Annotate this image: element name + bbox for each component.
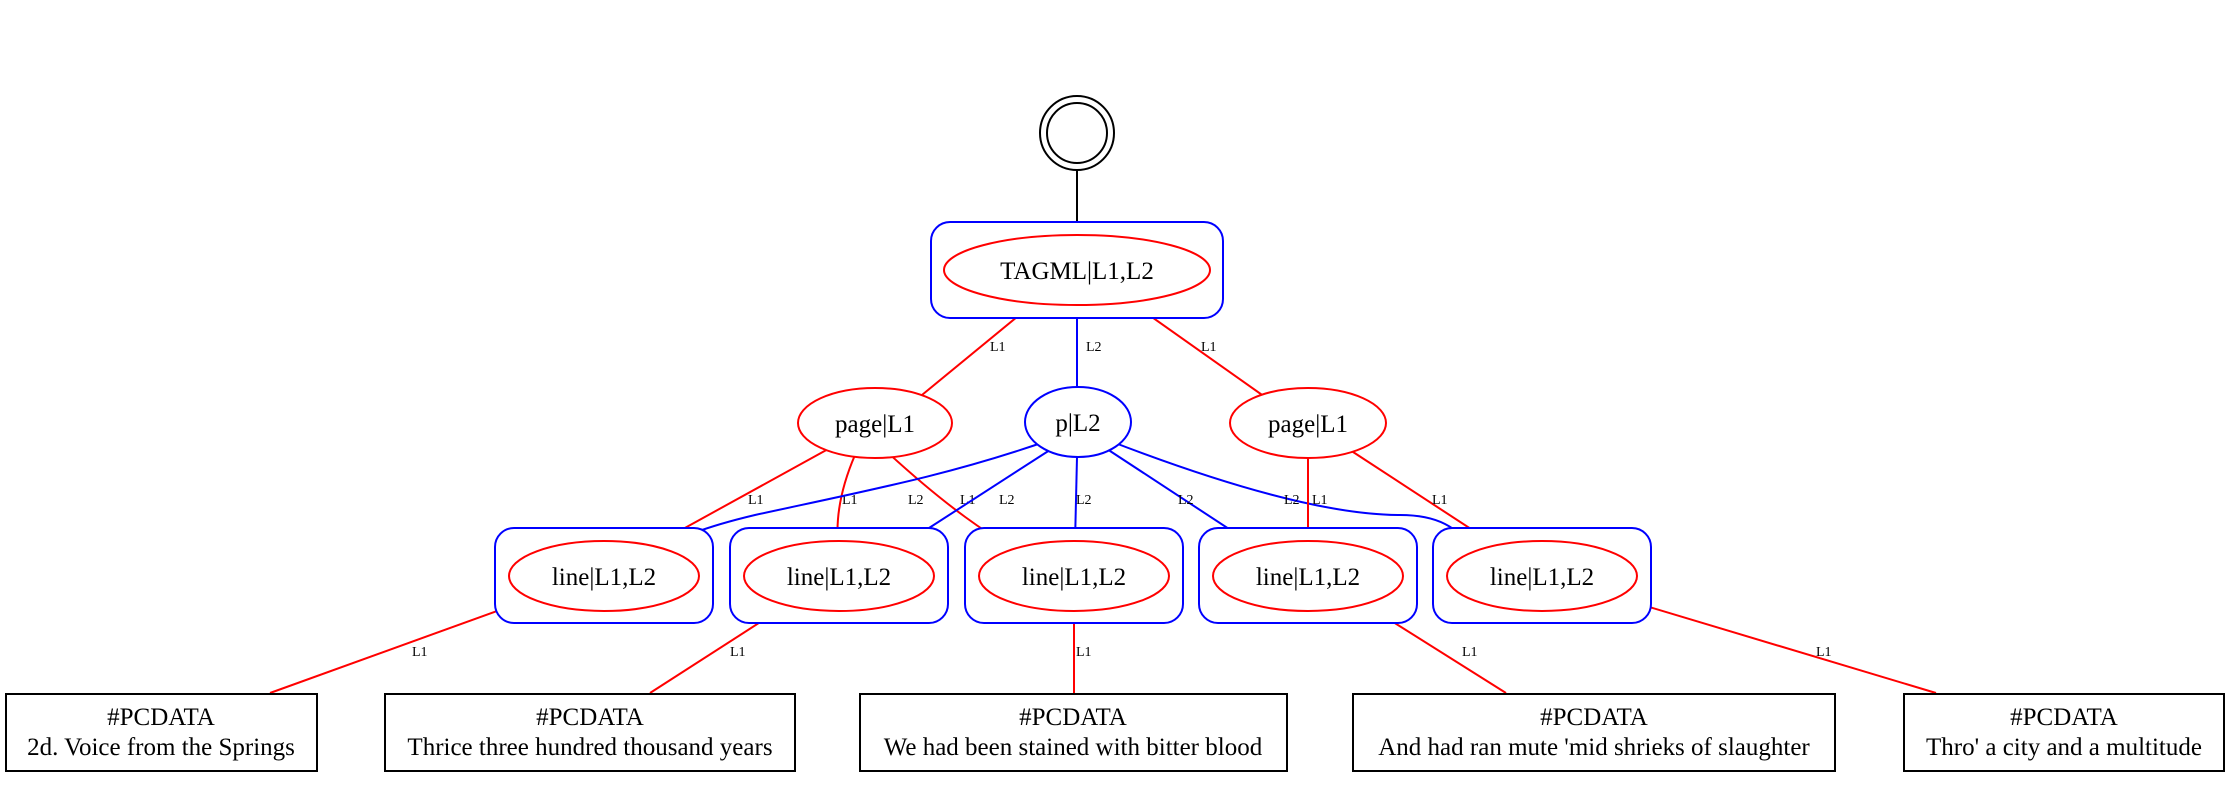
line-node-3-label: line|L1,L2	[1022, 564, 1126, 591]
line-node-1-label: line|L1,L2	[552, 564, 656, 591]
text-node-3-type: #PCDATA	[1019, 704, 1127, 731]
edge-label-page-left-line1: L1	[748, 493, 764, 508]
text-node-1-type: #PCDATA	[107, 704, 215, 731]
root-node-label: TAGML|L1,L2	[1000, 258, 1154, 285]
line-node-3: line|L1,L2	[964, 527, 1184, 624]
page-node-right: page|L1	[1229, 387, 1387, 459]
edge-label-line1-text: L1	[412, 645, 428, 660]
edge-label-page-left-line3: L1	[960, 493, 976, 508]
edge-p-to-line5: L2	[1109, 440, 1476, 549]
edge-label-p-line3: L2	[1076, 493, 1092, 508]
text-node-5: #PCDATA Thro' a city and a multitude	[1903, 693, 2225, 772]
line-node-4-label: line|L1,L2	[1256, 564, 1360, 591]
edge-line1-to-text: L1	[269, 597, 534, 694]
text-node-4: #PCDATA And had ran mute 'mid shrieks of…	[1352, 693, 1836, 772]
edge-line5-to-text: L1	[1615, 596, 1937, 694]
text-node-3: #PCDATA We had been stained with bitter …	[859, 693, 1288, 772]
text-node-1: #PCDATA 2d. Voice from the Springs	[5, 693, 318, 772]
edge-label-root-p: L2	[1086, 340, 1102, 355]
page-node-left: page|L1	[797, 387, 953, 459]
page-node-right-label: page|L1	[1268, 411, 1348, 438]
edge-label-line2-text: L1	[730, 645, 746, 660]
start-node	[1039, 95, 1115, 171]
p-node-label: p|L2	[1055, 410, 1100, 437]
edge-label-line5-text: L1	[1816, 645, 1832, 660]
edge-label-page-right-line4: L1	[1312, 493, 1328, 508]
text-node-3-content: We had been stained with bitter blood	[884, 734, 1263, 761]
edge-label-p-line1: L2	[908, 493, 924, 508]
line-node-4: line|L1,L2	[1198, 527, 1418, 624]
edge-label-root-page-left: L1	[990, 340, 1006, 355]
edge-label-page-right-line5: L1	[1432, 493, 1448, 508]
text-node-4-type: #PCDATA	[1540, 704, 1648, 731]
text-node-2-type: #PCDATA	[536, 704, 644, 731]
edge-label-root-page-right: L1	[1201, 340, 1217, 355]
text-node-1-content: 2d. Voice from the Springs	[27, 734, 295, 761]
line-node-2-label: line|L1,L2	[787, 564, 891, 591]
text-node-2-content: Thrice three hundred thousand years	[407, 734, 772, 761]
text-node-5-content: Thro' a city and a multitude	[1926, 734, 2202, 761]
edge-label-line4-text: L1	[1462, 645, 1478, 660]
text-node-5-type: #PCDATA	[2010, 704, 2118, 731]
line-node-2: line|L1,L2	[729, 527, 949, 624]
line-node-5-label: line|L1,L2	[1490, 564, 1594, 591]
page-node-left-label: page|L1	[835, 411, 915, 438]
line-node-1: line|L1,L2	[494, 527, 714, 624]
text-node-4-content: And had ran mute 'mid shrieks of slaught…	[1378, 734, 1810, 761]
p-node: p|L2	[1024, 386, 1132, 458]
edge-label-p-line5: L2	[1284, 493, 1300, 508]
edge-label-page-left-line2: L1	[842, 493, 858, 508]
line-node-5: line|L1,L2	[1432, 527, 1652, 624]
root-node: TAGML|L1,L2	[930, 221, 1224, 319]
edge-label-p-line2: L2	[999, 493, 1015, 508]
text-node-2: #PCDATA Thrice three hundred thousand ye…	[384, 693, 796, 772]
edge-label-line3-text: L1	[1076, 645, 1092, 660]
edge-label-p-line4: L2	[1178, 493, 1194, 508]
